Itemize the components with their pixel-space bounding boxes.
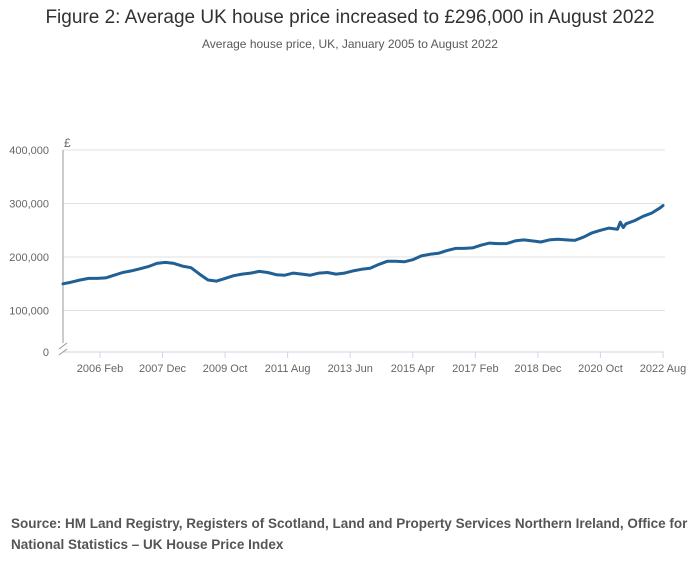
chart-title: Figure 2: Average UK house price increas… [45,7,655,28]
source-note: Source: HM Land Registry, Registers of S… [11,516,688,552]
y-tick-label: 400,000 [9,145,49,157]
x-tick-label: 2013 Jun [328,363,373,375]
x-tick-label: 2022 Aug [640,363,687,375]
x-tick-label: 2011 Aug [265,363,311,375]
x-tick-label: 2006 Feb [77,363,123,375]
y-tick-label: 300,000 [9,199,49,211]
x-tick-label: 2015 Apr [391,363,435,375]
axis-break-icon [58,342,68,356]
y-tick-label: 100,000 [9,306,49,318]
chart-subtitle: Average house price, UK, January 2005 to… [202,37,498,51]
y-axis-unit-label: £ [64,136,71,150]
x-tick-label: 2020 Oct [578,363,623,375]
x-tick-label: 2009 Oct [203,363,248,375]
series-line-average-house-price [61,204,665,286]
x-tick-label: 2018 Dec [514,363,562,375]
x-tick-label: 2007 Dec [139,363,187,375]
x-tick-label: 2017 Feb [452,363,498,375]
y-tick-label: 200,000 [9,252,49,264]
y-tick-label: 0 [43,347,49,359]
